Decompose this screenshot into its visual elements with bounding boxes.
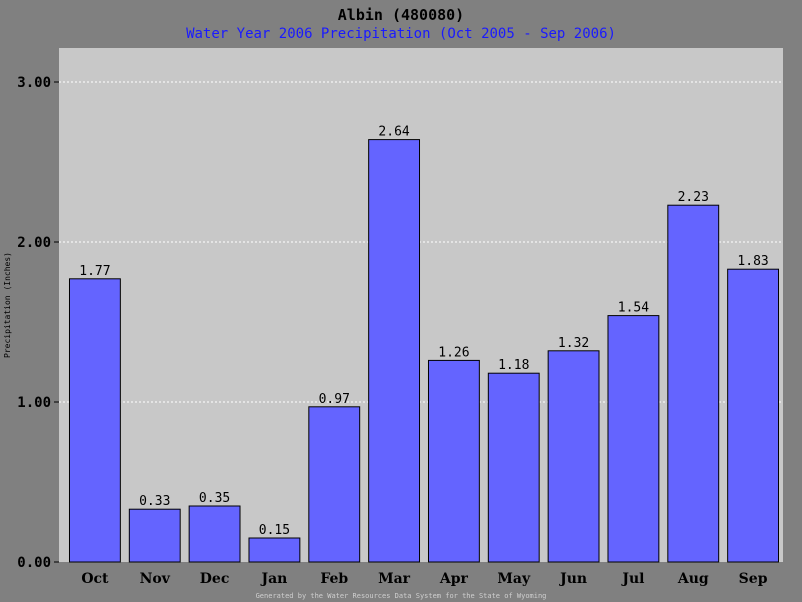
bar [487,372,540,563]
x-tick-label: Nov [140,571,171,587]
data-label: 1.18 [498,358,529,373]
data-label: 0.35 [199,491,230,506]
bar [188,505,241,563]
data-label: 0.97 [319,392,350,407]
x-tick-label: Jul [620,571,644,587]
chart-subtitle: Water Year 2006 Precipitation (Oct 2005 … [186,26,616,42]
x-tick-label: Dec [200,571,230,587]
grid-lines [54,81,783,563]
bar [667,204,720,563]
bar [308,406,361,563]
bar [128,508,181,563]
bars [68,139,780,563]
x-tick-label: Jun [558,571,587,587]
data-label: 1.54 [618,301,649,316]
x-tick-label: Apr [439,571,469,587]
data-label: 0.15 [259,523,290,538]
data-label: 1.26 [438,345,469,360]
bar [368,139,421,563]
data-labels: 1.77 0.33 0.35 0.15 0.97 2.64 1.26 1.18 1.32 1.54… [79,125,768,538]
bar [68,278,121,563]
bar [248,537,301,563]
data-label: 2.23 [678,190,709,205]
bar [727,268,780,563]
data-label: 0.33 [139,494,170,509]
chart-title: Albin (480080) [338,6,464,24]
data-label: 1.83 [737,254,768,269]
x-tick-label: Sep [739,571,768,587]
y-tick-label: 3.00 [17,75,51,91]
x-tick-label: Jan [259,571,287,587]
bar [607,315,660,563]
bar [427,359,480,563]
y-tick-label: 1.00 [17,395,51,411]
x-tick-label: Feb [320,571,348,587]
x-tick-label: Aug [677,571,709,587]
plot-area [59,48,783,562]
y-tick-label: 0.00 [17,555,51,571]
y-axis-label: Precipitation (Inches) [3,252,12,358]
data-label: 1.77 [79,264,110,279]
data-label: 2.64 [378,125,409,140]
bar [547,350,600,563]
data-label: 1.32 [558,336,589,351]
y-axis-ticks: 0.00 1.00 2.00 3.00 [17,75,51,571]
y-tick-label: 2.00 [17,235,51,251]
x-axis-ticks: Oct Nov Dec Jan Feb Mar Apr May Jun Jul Aug Sep [81,571,767,587]
footer-credit: Generated by the Water Resources Data Sy… [256,592,547,600]
x-tick-label: Mar [378,571,411,587]
x-tick-label: Oct [81,571,109,587]
x-tick-label: May [497,571,531,587]
